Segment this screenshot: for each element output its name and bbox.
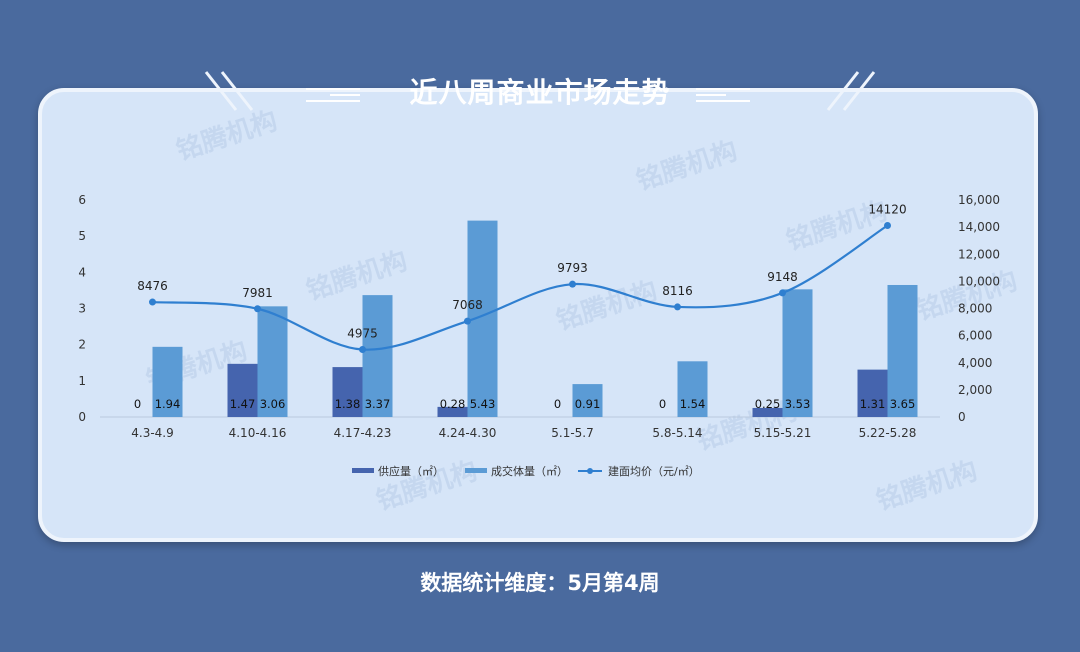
transaction-bar-label: 3.06: [260, 397, 286, 411]
legend-supply-label: 供应量（㎡）: [378, 464, 444, 478]
y-left-tick-label: 2: [78, 338, 86, 352]
price-point-label: 7068: [452, 298, 483, 312]
supply-bar: [227, 363, 258, 417]
y-right-tick-label: 4,000: [958, 356, 992, 370]
x-tick-label: 4.3-4.9: [131, 426, 174, 440]
supply-bar-label: 1.38: [335, 397, 361, 411]
y-right-tick-label: 12,000: [958, 247, 1000, 261]
supply-bar-label: 0: [554, 397, 561, 411]
price-point: [884, 221, 891, 229]
price-point: [254, 305, 261, 313]
supply-bar-label: 0.25: [755, 397, 781, 411]
transaction-bar: [782, 289, 813, 417]
price-point: [569, 280, 576, 288]
x-tick-label: 4.24-4.30: [439, 426, 497, 440]
transaction-bar-label: 0.91: [575, 397, 601, 411]
transaction-bar: [677, 361, 708, 417]
x-tick-label: 5.15-5.21: [754, 426, 812, 440]
legend-supply-swatch: [352, 468, 374, 473]
x-tick-label: 4.17-4.23: [334, 426, 392, 440]
watermark-2: 铭腾机构: [303, 246, 411, 307]
transaction-bar-label: 1.94: [155, 397, 181, 411]
legend-transaction-label: 成交体量（㎡）: [491, 464, 568, 478]
price-point: [149, 298, 156, 306]
y-left-tick-label: 6: [78, 193, 86, 207]
y-right-tick-label: 8,000: [958, 302, 992, 316]
transaction-bar: [152, 346, 183, 417]
watermark-9: 铭腾机构: [873, 456, 981, 517]
watermark-0: 铭腾机构: [173, 106, 281, 167]
price-point-label: 7981: [242, 286, 273, 300]
watermark-1: 铭腾机构: [633, 136, 741, 197]
price-point-label: 8476: [137, 279, 168, 293]
y-right-tick-label: 16,000: [958, 193, 1000, 207]
x-tick-label: 5.1-5.7: [551, 426, 594, 440]
x-tick-label: 5.8-5.14: [652, 426, 702, 440]
price-point-label: 14120: [868, 202, 906, 216]
title-decoration: [204, 71, 876, 111]
price-point: [779, 289, 786, 297]
y-right-tick-label: 2,000: [958, 383, 992, 397]
price-point: [359, 346, 366, 354]
supply-bar-label: 0: [659, 397, 666, 411]
supply-bar-label: 0: [134, 397, 141, 411]
supply-bar-label: 0.28: [440, 397, 466, 411]
x-tick-label: 5.22-5.28: [859, 426, 917, 440]
price-point-label: 9793: [557, 261, 588, 275]
supply-bar: [857, 369, 888, 417]
supply-bar-label: 1.47: [230, 397, 256, 411]
price-point-label: 9148: [767, 270, 798, 284]
price-point: [674, 303, 681, 311]
transaction-bar-label: 3.53: [785, 397, 811, 411]
chart-title: 近八周商业市场走势: [409, 76, 671, 109]
legend-transaction-swatch: [465, 468, 487, 473]
y-right-tick-label: 10,000: [958, 274, 1000, 288]
y-left-tick-label: 4: [78, 265, 86, 279]
supply-bar: [437, 406, 468, 417]
supply-bar: [332, 367, 363, 417]
y-left-tick-label: 3: [78, 302, 86, 316]
x-tick-label: 4.10-4.16: [229, 426, 287, 440]
y-right-tick-label: 0: [958, 410, 966, 424]
y-right-tick-label: 6,000: [958, 329, 992, 343]
chart-panel: [38, 88, 1038, 542]
transaction-bar: [362, 295, 393, 417]
price-point-label: 8116: [662, 284, 693, 298]
price-point: [464, 317, 471, 325]
y-left-tick-label: 1: [78, 374, 86, 388]
transaction-bar: [257, 306, 288, 417]
transaction-bar-label: 1.54: [680, 397, 706, 411]
transaction-bar: [887, 284, 918, 417]
transaction-bar: [572, 384, 603, 417]
transaction-bar-label: 5.43: [470, 397, 496, 411]
price-point-label: 4975: [347, 327, 378, 341]
supply-bar-label: 1.31: [860, 397, 886, 411]
supply-bar: [752, 407, 783, 417]
legend-price-label: 建面均价（元/㎡）: [608, 464, 700, 478]
footer-note: 数据统计维度：5月第4周: [420, 571, 660, 595]
y-left-tick-label: 0: [78, 410, 86, 424]
transaction-bar-label: 3.65: [890, 397, 916, 411]
legend-price-marker: [587, 468, 593, 474]
y-right-tick-label: 14,000: [958, 220, 1000, 234]
y-left-tick-label: 5: [78, 229, 86, 243]
transaction-bar-label: 3.37: [365, 397, 391, 411]
